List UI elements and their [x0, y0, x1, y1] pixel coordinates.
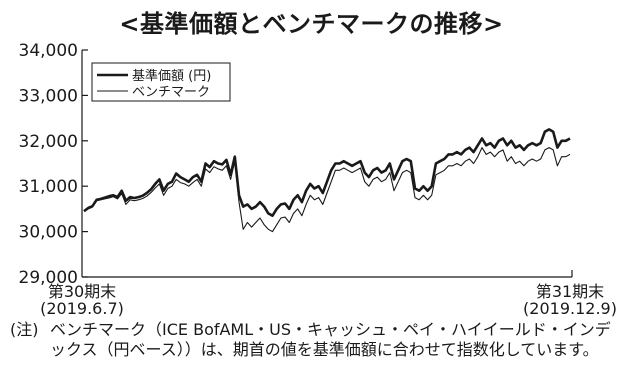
- x-end-label: 第31期末: [536, 282, 604, 301]
- y-axis-ticks: 34,000 33,000 32,000 31,000 30,000 29,000: [19, 41, 88, 288]
- footnote-prefix: (注): [10, 320, 39, 339]
- y-tick-label: 29,000: [19, 268, 78, 288]
- line-chart: 34,000 33,000 32,000 31,000 30,000 29,000 第30…: [19, 41, 617, 318]
- x-start-label: 第30期末: [48, 282, 116, 301]
- nav-series-line: [83, 128, 571, 217]
- footnote-text: ベンチマーク（ICE BofAML・US・キャッシュ・ペイ・ハイイールド・インデ…: [50, 320, 611, 359]
- legend: 基準価額 (円)ベンチマーク: [91, 62, 231, 102]
- legend-label: 基準価額 (円): [132, 68, 211, 84]
- y-tick-label: 32,000: [19, 132, 78, 152]
- benchmark-series-line: [83, 147, 571, 233]
- x-end-label: (2019.12.9): [523, 299, 617, 318]
- y-tick-label: 30,000: [19, 223, 78, 243]
- x-axis-labels: 第30期末(2019.6.7) 第31期末(2019.12.9): [40, 282, 617, 318]
- chart-title: <基準価額とベンチマークの推移>: [119, 10, 504, 38]
- footnote: (注) ベンチマーク（ICE BofAML・US・キャッシュ・ペイ・ハイイールド…: [10, 320, 618, 360]
- x-start-label: (2019.6.7): [40, 299, 124, 318]
- chart-axes: [81, 50, 573, 278]
- legend-box: [91, 62, 231, 102]
- series-lines: [83, 128, 571, 233]
- legend-label: ベンチマーク: [132, 85, 210, 100]
- y-tick-label: 31,000: [19, 177, 78, 197]
- y-tick-label: 33,000: [19, 86, 78, 106]
- y-tick-label: 34,000: [19, 41, 78, 61]
